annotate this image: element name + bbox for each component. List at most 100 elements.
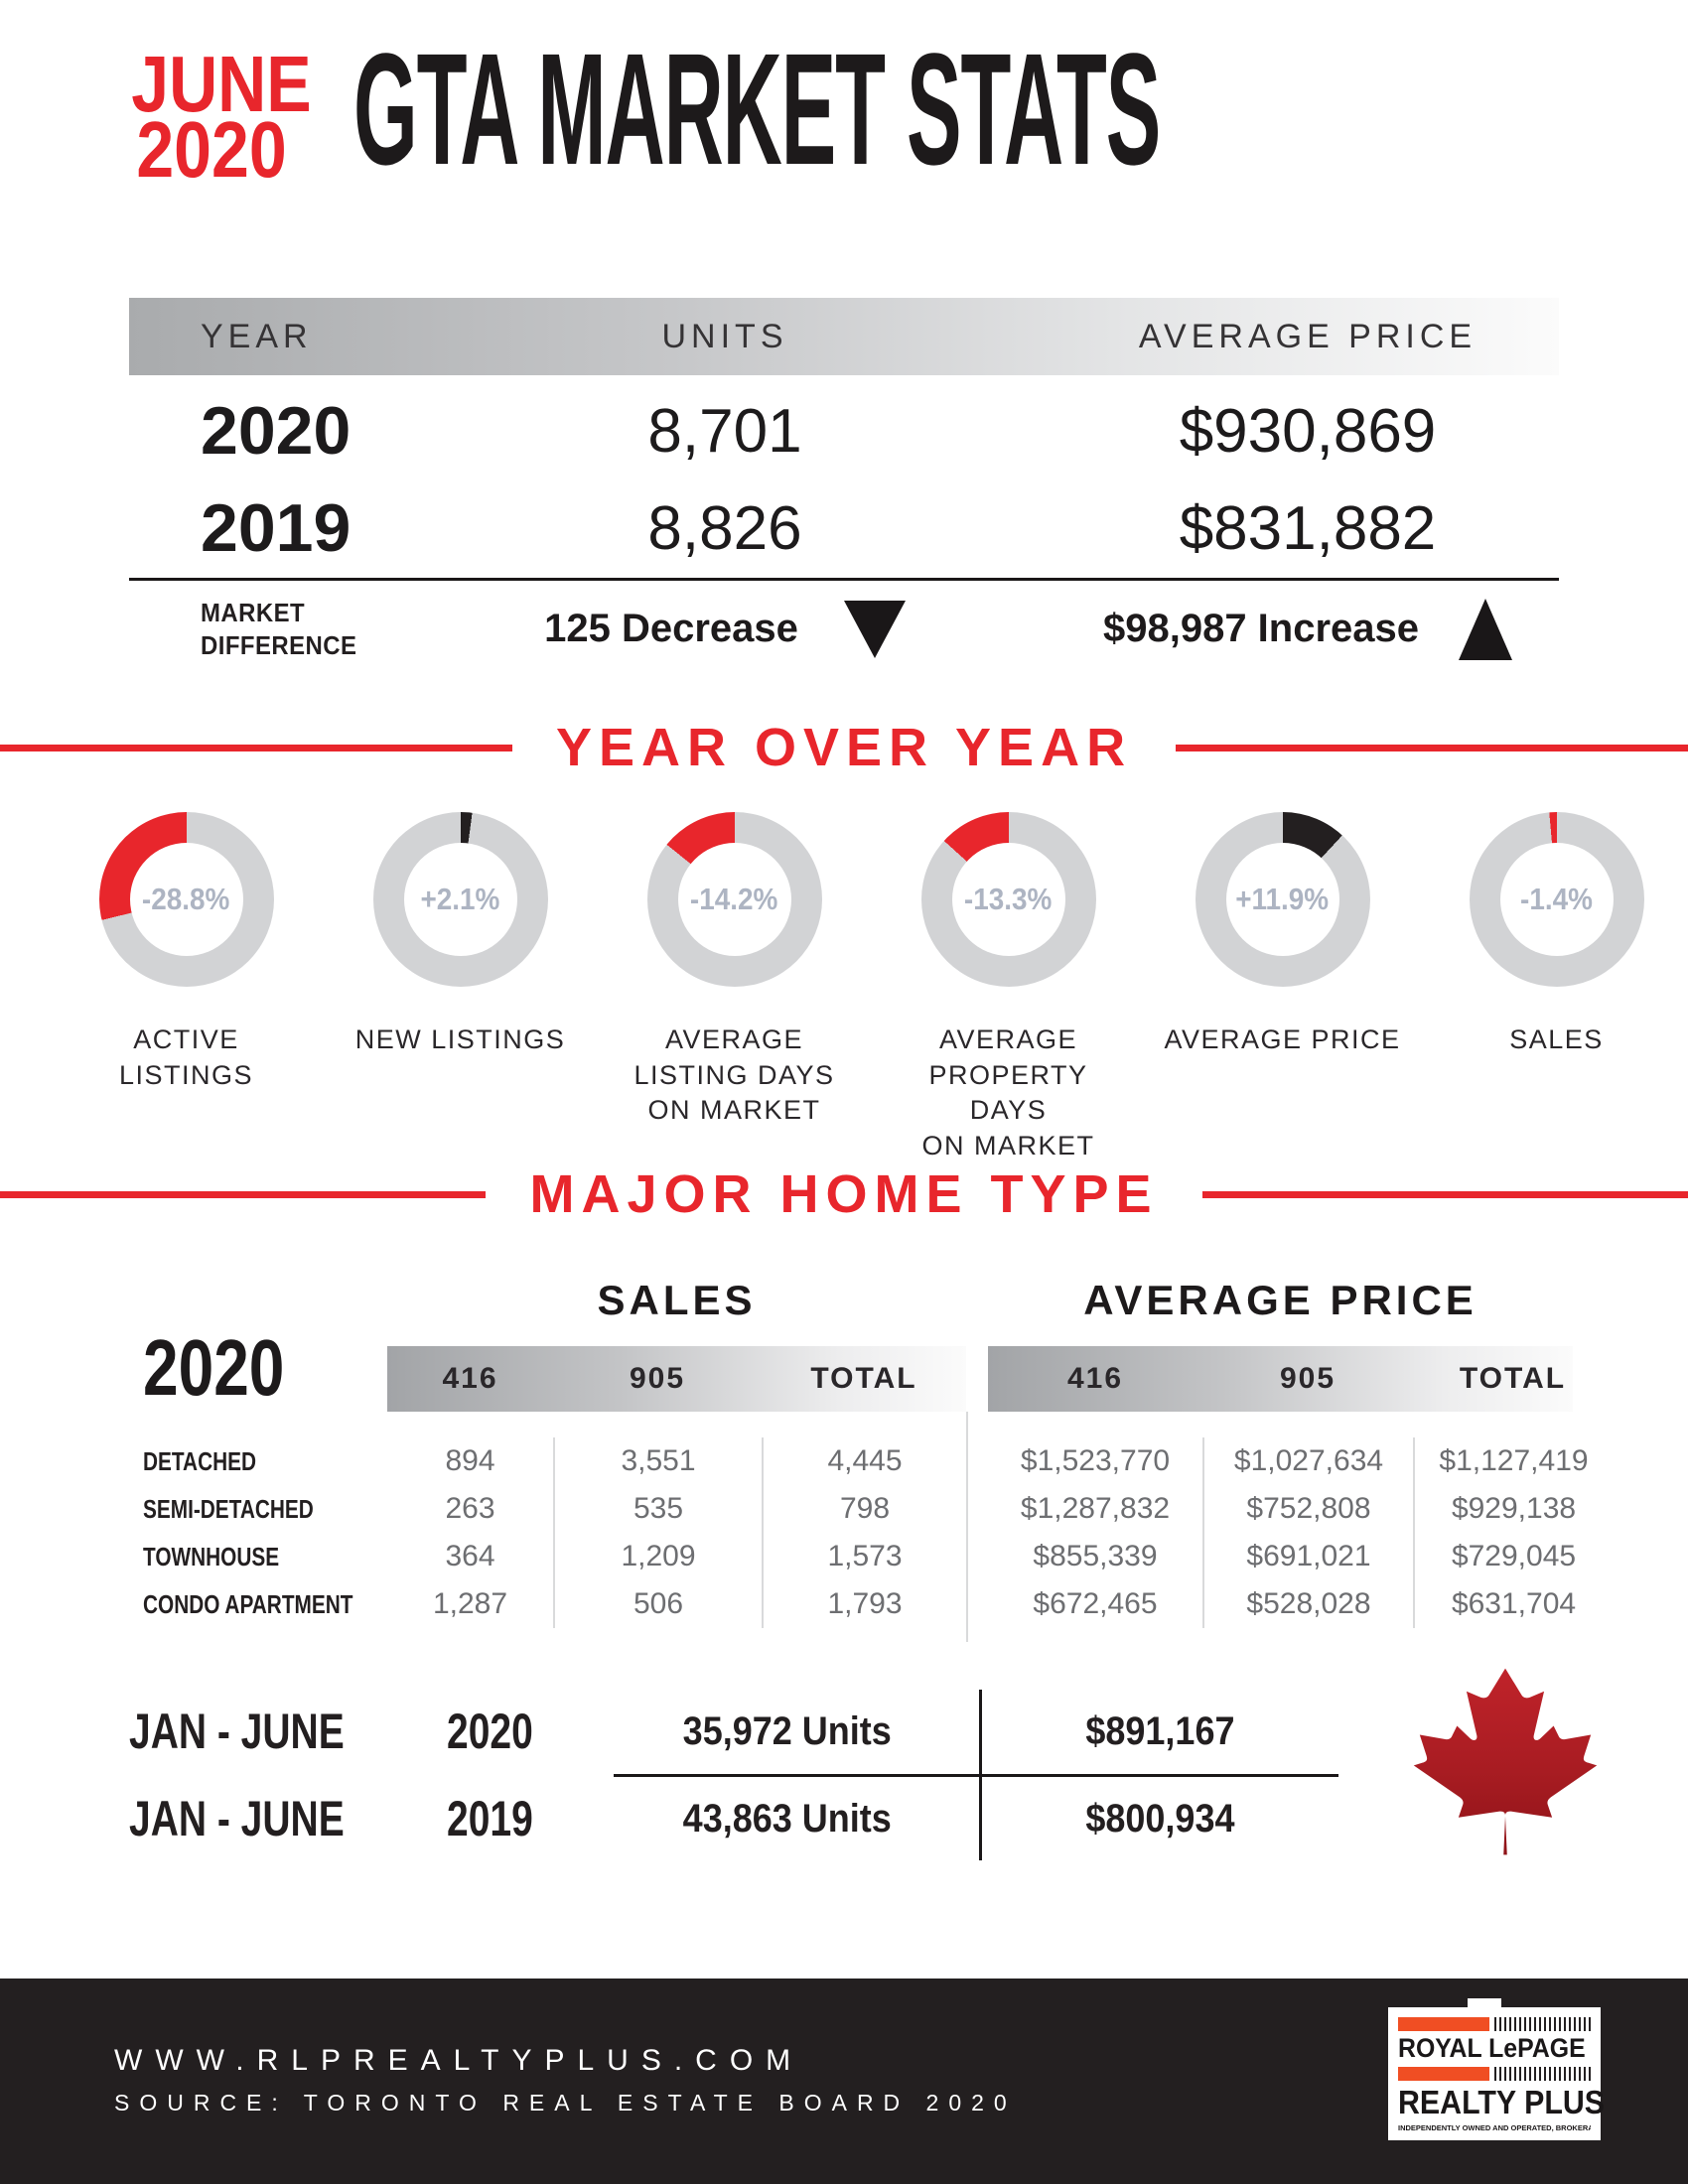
source-text: SOURCE: TORONTO REAL ESTATE BOARD 2020 — [114, 2090, 1017, 2116]
section-title-year-over-year: YEAR OVER YEAR — [555, 718, 1133, 777]
donut-average-price: +11.9% AVERAGE PRICE — [1161, 812, 1404, 1164]
year-to-date-summary: JAN - JUNE 2020 35,972 Units $891,167 JA… — [129, 1688, 1340, 1862]
donut-label: AVERAGE PROPERTY DAYS ON MARKET — [921, 1024, 1095, 1160]
summary-divider-line — [129, 578, 1559, 581]
donut-label: AVERAGE LISTING DAYS ON MARKET — [633, 1024, 835, 1126]
price-col-416: 416 — [1066, 1362, 1124, 1395]
logo-brokerage-name: REALTY PLUS — [1398, 2084, 1606, 2120]
donut-label: ACTIVE LISTINGS — [118, 1024, 254, 1090]
units-value: 8,826 — [647, 493, 802, 563]
sales-col-416: 416 — [442, 1362, 498, 1395]
home-type-subheader-bars: 416 905 TOTAL 416 905 TOTAL — [129, 1346, 1573, 1412]
table-row-condo-apartment: CONDO APARTMENT 1,287 506 1,793 $672,465… — [129, 1580, 1576, 1628]
yoy-donut-row: -28.8% ACTIVE LISTINGS +2.1% NEW LISTING… — [0, 812, 1688, 1164]
donut-label: SALES — [1509, 1024, 1604, 1054]
year-over-year-section-header: YEAR OVER YEAR — [0, 717, 1688, 778]
market-difference-row: MARKET DIFFERENCE 125 Decrease $98,987 I… — [129, 597, 1559, 661]
maple-leaf-image — [1413, 1668, 1598, 1855]
logo-brand-name: ROYAL LePAGE — [1398, 2033, 1586, 2063]
row-label: TOWNHOUSE — [143, 1541, 280, 1571]
ytd-period-label: JAN - JUNE 2020 — [129, 1704, 533, 1759]
units-difference-text: 125 Decrease — [544, 607, 798, 650]
red-divider-line — [0, 1190, 487, 1198]
price-col-905: 905 — [1279, 1362, 1336, 1395]
page-title: GTA MARKET STATS — [353, 20, 1161, 198]
row-label: SEMI-DETACHED — [143, 1493, 314, 1524]
report-month: JUNE — [131, 40, 312, 128]
logo-disclaimer: INDEPENDENTLY OWNED AND OPERATED, BROKER… — [1398, 2123, 1591, 2132]
ytd-row-2019: JAN - JUNE 2019 43,863 Units $800,934 — [129, 1775, 1340, 1862]
donut-chart-average-property-days: -13.3% — [920, 812, 1096, 987]
market-difference-label-line1: MARKET — [201, 598, 306, 627]
average-price-group-header: AVERAGE PRICE — [1083, 1277, 1477, 1323]
price-difference: $98,987 Increase — [1056, 598, 1559, 660]
red-divider-line — [1201, 1190, 1688, 1198]
home-type-rows: DETACHED 894 3,551 4,445 $1,523,770 $1,0… — [129, 1412, 1589, 1642]
donut-chart-active-listings: -28.8% — [98, 812, 274, 987]
red-divider-line — [0, 744, 512, 751]
donut-chart-average-price: +11.9% — [1195, 812, 1370, 987]
summary-header-row: YEAR UNITS AVERAGE PRICE — [129, 298, 1559, 375]
ytd-price: $891,167 — [1084, 1708, 1235, 1753]
major-home-type-section-header: MAJOR HOME TYPE — [0, 1163, 1688, 1225]
logo-stripes — [1494, 2067, 1591, 2081]
donut-label: AVERAGE PRICE — [1164, 1024, 1401, 1054]
ytd-vertical-divider — [979, 1690, 982, 1860]
donut-value: -13.3% — [964, 882, 1053, 916]
row-label: CONDO APARTMENT — [143, 1588, 353, 1619]
logo-stripes — [1494, 2017, 1591, 2031]
summary-row-2020: 2020 8,701 $930,869 — [129, 389, 1559, 473]
price-col-total: TOTAL — [1459, 1362, 1567, 1395]
summary-col-year: YEAR — [201, 317, 313, 355]
spacer-row — [129, 1628, 1573, 1642]
donut-sales: -1.4% SALES — [1435, 812, 1678, 1164]
price-subheader-bar: 416 905 TOTAL — [988, 1346, 1573, 1412]
donut-active-listings: -28.8% ACTIVE LISTINGS — [65, 812, 308, 1164]
donut-average-listing-days: -14.2% AVERAGE LISTING DAYS ON MARKET — [613, 812, 856, 1164]
market-difference-label-line2: DIFFERENCE — [201, 629, 357, 660]
footer: WWW.RLPREALTYPLUS.COM SOURCE: TORONTO RE… — [0, 1979, 1688, 2184]
sales-subheader-bar: 416 905 TOTAL — [387, 1346, 966, 1412]
report-date: JUNE 2020 — [117, 40, 312, 189]
section-title-major-home-type: MAJOR HOME TYPE — [529, 1164, 1159, 1224]
sales-group-header: SALES — [597, 1277, 757, 1323]
spacer-row — [129, 1412, 1573, 1437]
year-value: 2019 — [201, 490, 352, 566]
logo-orange-bar — [1398, 2067, 1489, 2081]
donut-value: +11.9% — [1235, 882, 1330, 916]
row-label: DETACHED — [143, 1445, 257, 1476]
table-row-detached: DETACHED 894 3,551 4,445 $1,523,770 $1,0… — [129, 1437, 1589, 1485]
year-value: 2020 — [201, 393, 352, 469]
logo-bar-row — [1398, 2067, 1591, 2081]
units-value: 8,701 — [647, 396, 802, 466]
donut-chart-sales: -1.4% — [1469, 812, 1644, 987]
donut-chart-average-listing-days: -14.2% — [646, 812, 822, 987]
ytd-period-label: JAN - JUNE 2019 — [129, 1791, 533, 1846]
donut-value: +2.1% — [420, 882, 500, 916]
market-difference-label: MARKET DIFFERENCE — [129, 597, 393, 661]
ytd-horizontal-divider — [614, 1774, 1338, 1777]
summary-table: YEAR UNITS AVERAGE PRICE 2020 8,701 $930… — [129, 298, 1559, 661]
units-difference: 125 Decrease — [393, 600, 1056, 658]
logo-orange-bar — [1398, 2017, 1489, 2031]
donut-average-property-days: -13.3% AVERAGE PROPERTY DAYS ON MARKET — [887, 812, 1130, 1164]
ytd-units: 43,863 Units — [682, 1796, 893, 1841]
home-type-table: 2020 SALES AVERAGE PRICE 416 905 TOTAL 4… — [129, 1277, 1589, 1642]
price-value: $930,869 — [1179, 396, 1437, 466]
price-difference-text: $98,987 Increase — [1102, 607, 1420, 650]
summary-row-2019: 2019 8,826 $831,882 — [129, 486, 1559, 570]
donut-value: -1.4% — [1520, 882, 1593, 916]
donut-label: NEW LISTINGS — [354, 1024, 566, 1054]
donut-value: -14.2% — [690, 882, 778, 916]
ytd-row-2020: JAN - JUNE 2020 35,972 Units $891,167 — [129, 1688, 1340, 1775]
increase-arrow-icon — [1459, 598, 1513, 660]
website-link[interactable]: WWW.RLPREALTYPLUS.COM — [114, 2044, 804, 2077]
ytd-units: 35,972 Units — [682, 1708, 893, 1753]
donut-value: -28.8% — [142, 882, 230, 916]
donut-new-listings: +2.1% NEW LISTINGS — [339, 812, 582, 1164]
royal-lepage-logo: ROYAL LePAGE REALTY PLUS INDEPENDENTLY O… — [1388, 1998, 1606, 2140]
home-type-year: 2020 — [143, 1323, 285, 1412]
price-value: $831,882 — [1179, 493, 1437, 563]
summary-col-units: UNITS — [661, 317, 788, 355]
